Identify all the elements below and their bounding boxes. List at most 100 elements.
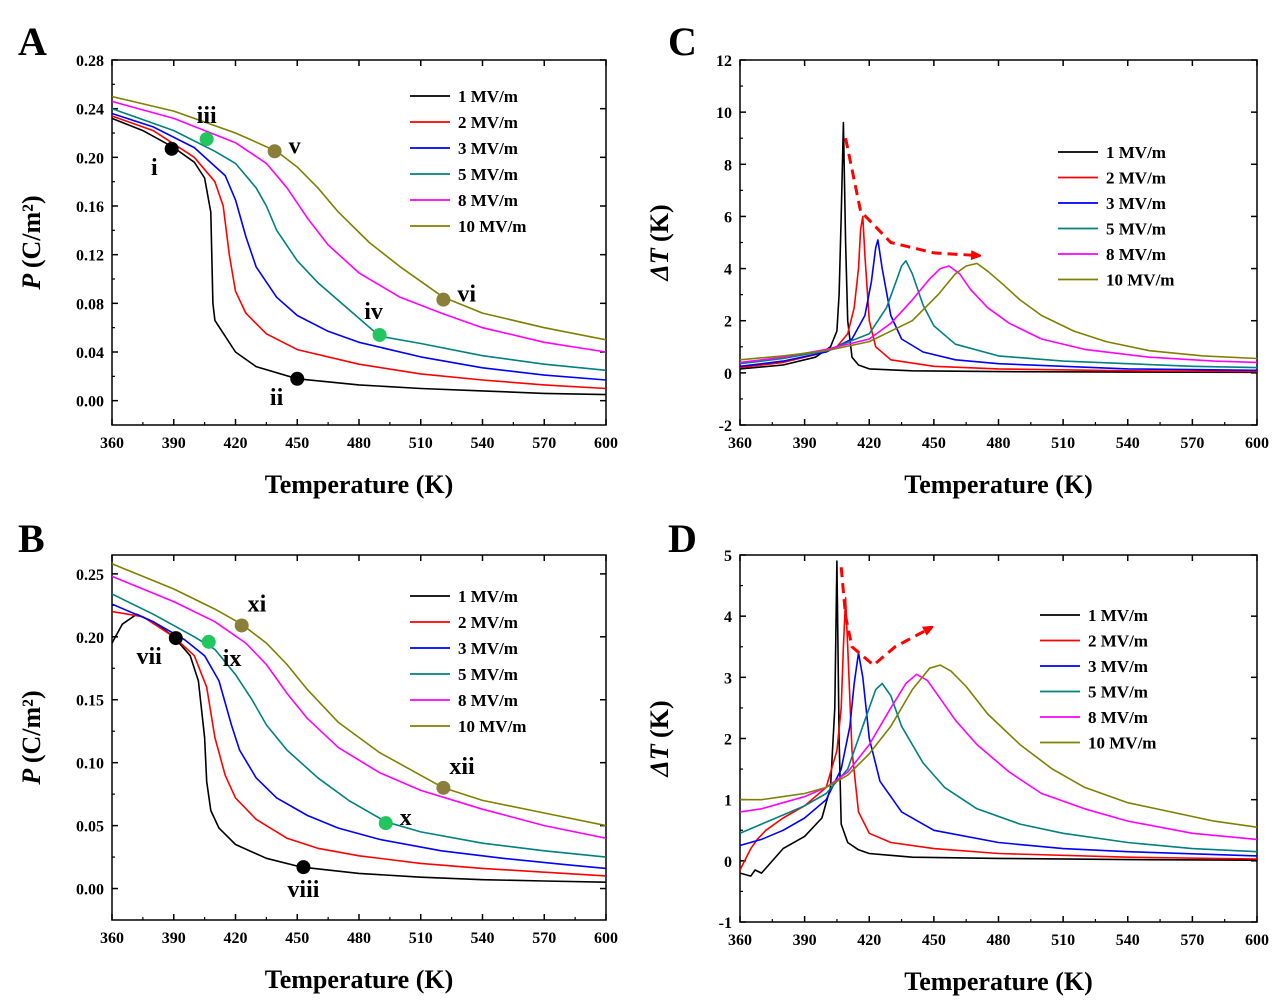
y-axis-symbol: P — [17, 763, 46, 785]
x-axis-title: Temperature (K) — [265, 965, 453, 994]
legend-label: 2 MV/m — [1106, 169, 1166, 188]
y-tick-label: 0.20 — [76, 150, 104, 167]
y-tick-label: 0.12 — [76, 248, 104, 265]
x-tick-label: 480 — [987, 932, 1011, 949]
data-point-marker — [290, 371, 305, 386]
y-tick-label: 8 — [724, 157, 732, 174]
legend-label: 2 MV/m — [458, 613, 518, 632]
x-tick-label: 540 — [1116, 435, 1140, 452]
series-line-1mvm — [740, 560, 1257, 877]
legend-label: 2 MV/m — [458, 113, 518, 132]
legend-label: 5 MV/m — [1106, 220, 1166, 239]
data-point-marker — [296, 860, 311, 875]
plot-frame — [739, 554, 1258, 923]
series-line-2mvm — [740, 597, 1257, 871]
x-tick-label: 390 — [162, 930, 186, 947]
series-line-2mvm — [112, 115, 606, 390]
series-line-5mvm — [112, 593, 606, 858]
series-line-1mvm — [112, 117, 606, 396]
y-tick-label: 0.08 — [76, 296, 104, 313]
y-tick-label: 3 — [724, 670, 732, 687]
x-tick-label: 390 — [162, 435, 186, 452]
series-line-10mvm — [740, 262, 1257, 361]
x-tick-label: 510 — [1051, 435, 1075, 452]
series-group — [112, 563, 606, 883]
series-line-3mvm — [740, 652, 1257, 857]
x-tick-label: 540 — [471, 435, 495, 452]
y-tick-label: 2 — [724, 732, 732, 749]
point-label: iii — [197, 103, 217, 129]
y-axis-title: P (C/m²) — [17, 195, 46, 290]
x-tick-label: 450 — [922, 435, 946, 452]
legend-label: 3 MV/m — [1088, 657, 1148, 676]
point-label: xii — [449, 754, 475, 780]
x-tick-label: 480 — [347, 930, 371, 947]
legend-label: 1 MV/m — [1088, 606, 1148, 625]
legend-label: 10 MV/m — [458, 217, 526, 236]
legend-label: 8 MV/m — [1088, 708, 1148, 727]
series-line-2mvm — [112, 610, 606, 877]
data-point-marker — [234, 618, 249, 633]
y-axis-unit: (K) — [645, 700, 674, 738]
y-tick-label: 0.16 — [76, 199, 104, 216]
y-tick-label: 0.00 — [76, 394, 104, 411]
y-tick-label: 0.24 — [76, 102, 104, 119]
panel-letter: A — [18, 19, 47, 64]
series-line-8mvm — [740, 673, 1257, 841]
y-tick-label: 0 — [724, 366, 732, 383]
legend-label: 8 MV/m — [458, 691, 518, 710]
y-tick-label: 12 — [716, 53, 732, 70]
series-line-10mvm — [112, 95, 606, 341]
legend-label: 5 MV/m — [458, 165, 518, 184]
data-point-marker — [199, 132, 214, 147]
point-label: i — [151, 155, 158, 181]
legend-label: 10 MV/m — [458, 717, 526, 736]
x-tick-label: 600 — [1245, 932, 1269, 949]
point-label: xi — [248, 591, 267, 617]
y-tick-label: 4 — [724, 262, 732, 279]
y-axis-symbol: ΔT — [645, 738, 674, 778]
x-tick-label: 480 — [347, 435, 371, 452]
y-tick-label: 4 — [724, 609, 732, 626]
x-tick-label: 600 — [1245, 435, 1269, 452]
x-tick-label: 420 — [857, 435, 881, 452]
x-tick-label: 420 — [224, 930, 248, 947]
x-tick-label: 510 — [1051, 932, 1075, 949]
x-axis-title: Temperature (K) — [904, 967, 1092, 996]
y-axis-unit: (C/m²) — [17, 690, 46, 763]
data-point-marker — [372, 327, 387, 342]
x-tick-label: 570 — [532, 930, 556, 947]
x-tick-label: 540 — [1116, 932, 1140, 949]
x-tick-label: 360 — [728, 435, 752, 452]
panel-letter: C — [668, 19, 697, 64]
point-label: v — [289, 133, 301, 159]
y-axis-title: ΔT (K) — [645, 204, 674, 281]
data-point-marker — [201, 634, 216, 649]
data-point-marker — [378, 816, 393, 831]
series-line-1mvm — [740, 121, 1257, 374]
x-tick-label: 450 — [285, 435, 309, 452]
y-tick-label: -1 — [719, 915, 732, 932]
y-tick-label: 5 — [724, 548, 732, 565]
y-axis-symbol: P — [17, 268, 46, 290]
point-label: ii — [270, 385, 284, 411]
y-tick-label: 2 — [724, 314, 732, 331]
series-group — [740, 560, 1257, 877]
point-label: viii — [287, 877, 319, 903]
legend-label: 3 MV/m — [458, 639, 518, 658]
y-tick-label: 0.20 — [76, 630, 104, 647]
legend-label: 5 MV/m — [458, 665, 518, 684]
legend-label: 10 MV/m — [1106, 271, 1174, 290]
series-line-5mvm — [740, 260, 1257, 369]
y-axis-unit: (K) — [645, 204, 674, 242]
series-line-8mvm — [112, 575, 606, 839]
x-tick-label: 570 — [1180, 932, 1204, 949]
series-line-8mvm — [112, 100, 606, 353]
series-line-5mvm — [112, 107, 606, 372]
series-line-10mvm — [112, 563, 606, 827]
x-tick-label: 600 — [594, 435, 618, 452]
y-tick-label: 0.15 — [76, 693, 104, 710]
y-tick-label: 6 — [724, 209, 732, 226]
point-label: vii — [136, 644, 162, 670]
